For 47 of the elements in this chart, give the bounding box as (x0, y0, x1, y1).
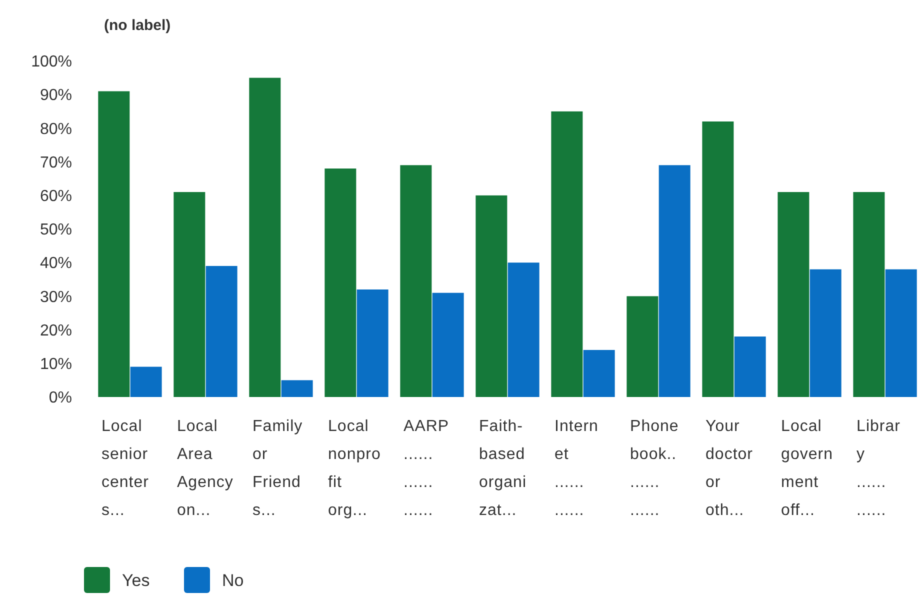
legend-label: No (222, 570, 244, 590)
y-tick-label: 80% (40, 120, 72, 138)
bar (400, 165, 432, 397)
bar (432, 292, 464, 397)
legend-label: Yes (122, 570, 150, 590)
y-tick-label: 70% (40, 154, 72, 172)
x-tick-label: Local Area Agency on... (177, 418, 234, 519)
bar (702, 121, 734, 397)
bar (206, 266, 238, 397)
x-tick-label: Phone book.. ...... ...... (630, 418, 679, 519)
x-tick-label: Local nonpro fit org... (328, 418, 381, 519)
bar (174, 192, 206, 397)
x-tick-label: AARP ...... ...... ...... (404, 418, 450, 519)
chart-title: (no label) (104, 17, 171, 34)
y-tick-label: 100% (31, 54, 72, 71)
y-tick-label: 0% (48, 390, 72, 407)
x-tick-label: Local govern ment off... (781, 418, 833, 519)
y-tick-label: 50% (40, 222, 72, 239)
y-tick-label: 10% (40, 356, 72, 373)
bar (249, 78, 281, 397)
bar (734, 336, 766, 397)
bar (98, 91, 130, 397)
y-tick-label: 30% (40, 288, 72, 306)
bar (658, 165, 690, 397)
y-tick-label: 60% (40, 188, 72, 205)
bar (551, 111, 583, 397)
bar (476, 195, 508, 397)
bar (810, 269, 842, 397)
x-tick-label: Family or Friend s... (252, 418, 303, 519)
bar (356, 289, 388, 397)
bar (324, 168, 356, 397)
x-tick-label: Faith- based organi zat... (479, 418, 527, 519)
y-tick-label: 90% (40, 87, 72, 104)
bar (508, 262, 540, 397)
bar (778, 192, 810, 397)
bar (583, 350, 615, 397)
x-tick-label: Librar y ...... ...... (856, 418, 901, 519)
x-tick-label: Local senior center s... (102, 418, 150, 519)
bar (626, 296, 658, 397)
bar (281, 380, 313, 397)
bar (885, 269, 917, 397)
bar (130, 366, 162, 397)
x-tick-label: Your doctor or oth... (706, 418, 754, 519)
bar (853, 192, 885, 397)
x-tick-label: Intern et ...... ...... (554, 418, 598, 519)
y-tick-label: 40% (40, 255, 72, 272)
y-tick-label: 20% (40, 322, 72, 340)
